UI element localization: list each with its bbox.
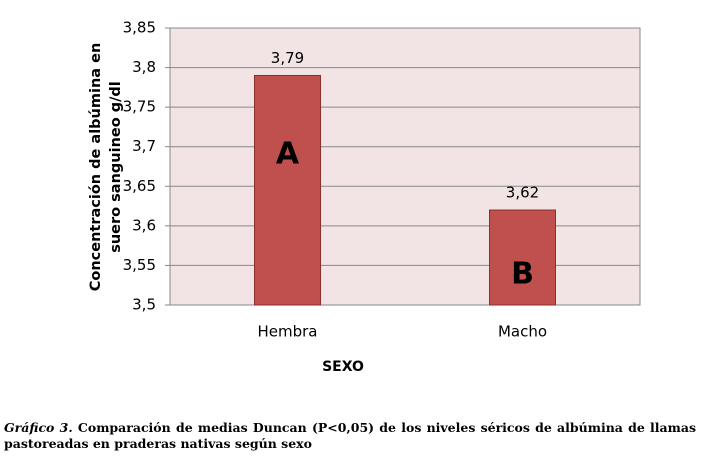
data-label: 3,79 bbox=[271, 49, 304, 67]
caption-label: Gráfico 3. bbox=[4, 420, 73, 435]
data-label: 3,62 bbox=[506, 184, 539, 202]
caption: Gráfico 3. Comparación de medias Duncan … bbox=[4, 420, 696, 452]
y-tick-label: 3,6 bbox=[132, 216, 156, 234]
bar bbox=[489, 209, 556, 306]
y-tick-label: 3,7 bbox=[132, 137, 156, 155]
y-tick-label: 3,8 bbox=[132, 58, 156, 76]
x-tick-label: Macho bbox=[498, 323, 547, 341]
plot-area bbox=[169, 27, 641, 306]
chart: SEXO Concentración de albúmina en suero … bbox=[88, 19, 641, 375]
y-tick-label: 3,75 bbox=[123, 98, 156, 116]
y-axis-label: suero sanguineo g/dl bbox=[108, 81, 124, 253]
bar bbox=[254, 74, 321, 306]
x-tick-label: Hembra bbox=[258, 323, 318, 341]
bar-letter: A bbox=[276, 137, 300, 172]
caption-text: Comparación de medias Duncan (P<0,05) de… bbox=[4, 420, 696, 451]
y-tick-label: 3,85 bbox=[123, 19, 156, 37]
y-tick-label: 3,55 bbox=[123, 256, 156, 274]
y-tick-label: 3,65 bbox=[123, 177, 156, 195]
y-axis-label: Concentración de albúmina en bbox=[88, 43, 104, 292]
x-axis-label: SEXO bbox=[322, 359, 364, 375]
y-tick-label: 3,5 bbox=[132, 296, 156, 314]
bar-letter: B bbox=[511, 257, 534, 292]
